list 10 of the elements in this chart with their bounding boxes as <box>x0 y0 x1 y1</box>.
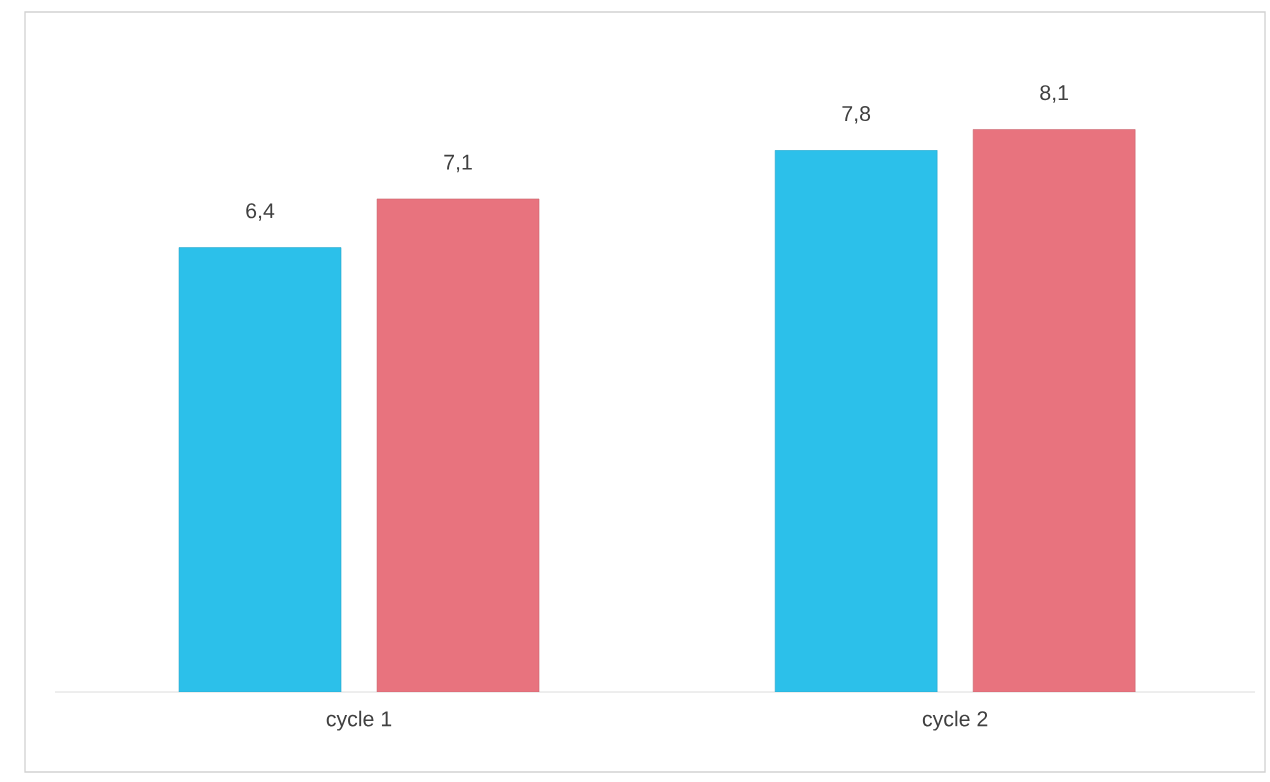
bar <box>972 129 1136 692</box>
data-label: 6,4 <box>246 203 275 221</box>
bar <box>774 150 938 692</box>
data-label: 8,1 <box>1040 85 1068 103</box>
data-label: 7,8 <box>842 105 871 124</box>
x-tick-label: cycle 2 <box>922 710 988 731</box>
bar <box>376 198 540 692</box>
bar <box>178 247 342 692</box>
data-label: 7,1 <box>444 154 472 173</box>
x-tick-label: cycle 1 <box>326 710 392 731</box>
